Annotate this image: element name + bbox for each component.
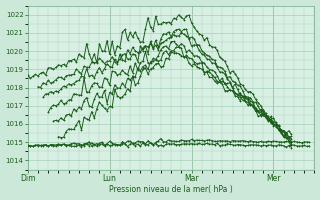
X-axis label: Pression niveau de la mer( hPa ): Pression niveau de la mer( hPa ) xyxy=(109,185,233,194)
